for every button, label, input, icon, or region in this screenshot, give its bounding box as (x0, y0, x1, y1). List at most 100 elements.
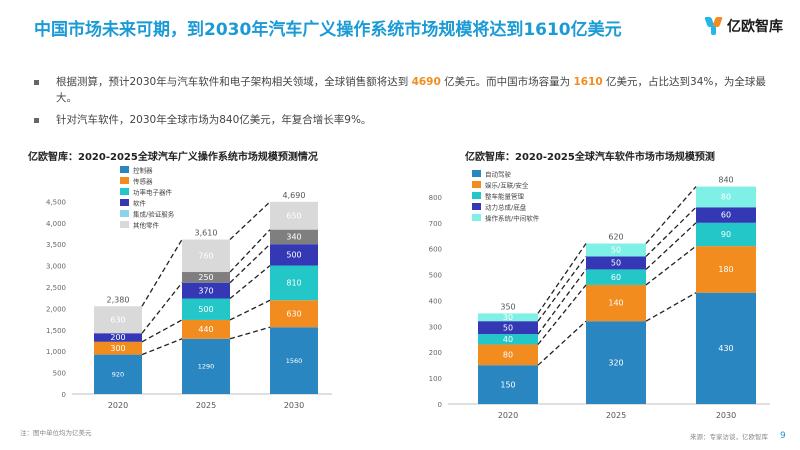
data-label: 810 (286, 279, 301, 288)
logo-text: 亿欧智库 (727, 19, 783, 35)
y-tick-label: 0 (438, 401, 442, 409)
data-label: 50 (503, 323, 513, 332)
legend-swatch (120, 199, 129, 206)
connector-line (141, 239, 183, 307)
bullet-text: 亿美元。而中国市场容量为 (440, 76, 574, 88)
data-label: 320 (608, 358, 623, 367)
bar-segment (696, 246, 756, 293)
bullet-text: 根据测算，预计2030年与汽车软件和电子架构相关领域，全球销售额将达到 (56, 76, 412, 88)
bar-segment (478, 321, 538, 335)
connector-line (229, 243, 271, 284)
data-label: 500 (198, 305, 213, 314)
connector-line (645, 222, 697, 270)
bar-segment (696, 186, 756, 208)
y-tick-label: 500 (53, 370, 66, 378)
y-tick-label: 1,500 (46, 327, 66, 335)
connector-line (537, 284, 587, 345)
y-tick-label: 400 (429, 297, 442, 305)
y-tick-label: 700 (429, 220, 442, 228)
y-tick-label: 2,500 (46, 284, 66, 292)
y-tick-label: 300 (429, 323, 442, 331)
connector-line (645, 206, 697, 257)
data-label: 760 (198, 251, 213, 260)
connector-line (537, 269, 587, 335)
legend-label: 功率电子器件 (133, 188, 173, 197)
logo-icon (704, 17, 724, 35)
legend-swatch (120, 177, 129, 184)
bar-segment (182, 338, 230, 394)
legend-label: 动力总成/底盘 (485, 203, 527, 212)
legend-label: 软件 (133, 199, 147, 208)
data-label: 920 (112, 370, 124, 378)
bullet-icon (34, 118, 39, 123)
connector-line (537, 256, 587, 322)
bullet-icon (34, 80, 39, 85)
page-number: 9 (780, 431, 786, 441)
y-tick-label: 4,000 (46, 220, 66, 228)
data-label: 80 (721, 193, 731, 202)
x-tick-label: 2030 (284, 401, 304, 410)
bar-segment (696, 222, 756, 247)
bar-segment (696, 207, 756, 223)
data-label: 1290 (198, 363, 215, 371)
bullet-item: 根据测算，预计2030年与汽车软件和电子架构相关领域，全球销售额将达到 4690… (34, 74, 784, 106)
legend-label: 其他零件 (133, 221, 160, 230)
left-stacked-bar-chart: 0 500 1,000 1,500 2,000 2,500 3,000 3,500 4,000 4… (46, 166, 332, 410)
legend-label: 整车能量管理 (485, 192, 525, 201)
source-note: 来源：专家访谈，亿欧智库 (690, 433, 768, 441)
data-label: 60 (721, 211, 731, 220)
legend-swatch (120, 188, 129, 195)
connector-line (229, 229, 271, 273)
y-tick-label: 100 (429, 375, 442, 383)
legend-swatch (472, 192, 481, 199)
legend-swatch (120, 221, 129, 228)
bar-segment (478, 365, 538, 404)
y-tick-label: 2,000 (46, 305, 66, 313)
connector-line (141, 282, 183, 334)
x-tick-label: 2020 (498, 411, 518, 420)
bar-segment (478, 313, 538, 322)
logo: 亿欧智库 (704, 16, 783, 36)
data-label: 80 (503, 350, 513, 359)
bar-segment (586, 269, 646, 285)
bar-segment (586, 321, 646, 404)
connector-line (537, 243, 587, 314)
data-label: 60 (611, 273, 621, 282)
connector-line (229, 326, 271, 340)
data-label: 500 (286, 251, 301, 260)
bullet-item: 针对汽车软件，2030年全球市场为840亿美元，年复合增长率9%。 (34, 112, 784, 128)
x-tick-label: 2020 (108, 401, 128, 410)
y-tick-label: 3,000 (46, 263, 66, 271)
connector-line (645, 245, 697, 286)
legend-swatch (120, 210, 129, 217)
bar-segment (182, 239, 230, 273)
data-label: 140 (608, 299, 623, 308)
data-label: 630 (110, 315, 125, 324)
data-label: 300 (110, 344, 125, 353)
legend-swatch (472, 203, 481, 210)
legend-label: 传感器 (133, 177, 153, 186)
y-tick-label: 200 (429, 349, 442, 357)
legend-swatch (472, 170, 481, 177)
bar-segment (182, 319, 230, 339)
x-tick-label: 2025 (606, 411, 626, 420)
y-tick-label: 4,500 (46, 198, 66, 206)
bar-segment (270, 265, 318, 301)
bar-segment (586, 284, 646, 322)
bar-segment (94, 306, 142, 334)
data-label: 30 (503, 313, 513, 322)
data-label: 90 (721, 230, 731, 239)
y-tick-label: 1,000 (46, 348, 66, 356)
bar-segment (270, 244, 318, 266)
bar-segment (696, 292, 756, 404)
legend-swatch (120, 166, 129, 173)
bar-segment (586, 243, 646, 257)
data-label: 50 (611, 246, 621, 255)
connector-line (645, 292, 697, 322)
data-label: 650 (286, 211, 301, 220)
total-label: 3,610 (195, 228, 218, 237)
data-label: 180 (718, 265, 733, 274)
data-label: 150 (500, 380, 515, 389)
highlight-value: 1610 (573, 76, 603, 88)
bar-segment (94, 354, 142, 394)
